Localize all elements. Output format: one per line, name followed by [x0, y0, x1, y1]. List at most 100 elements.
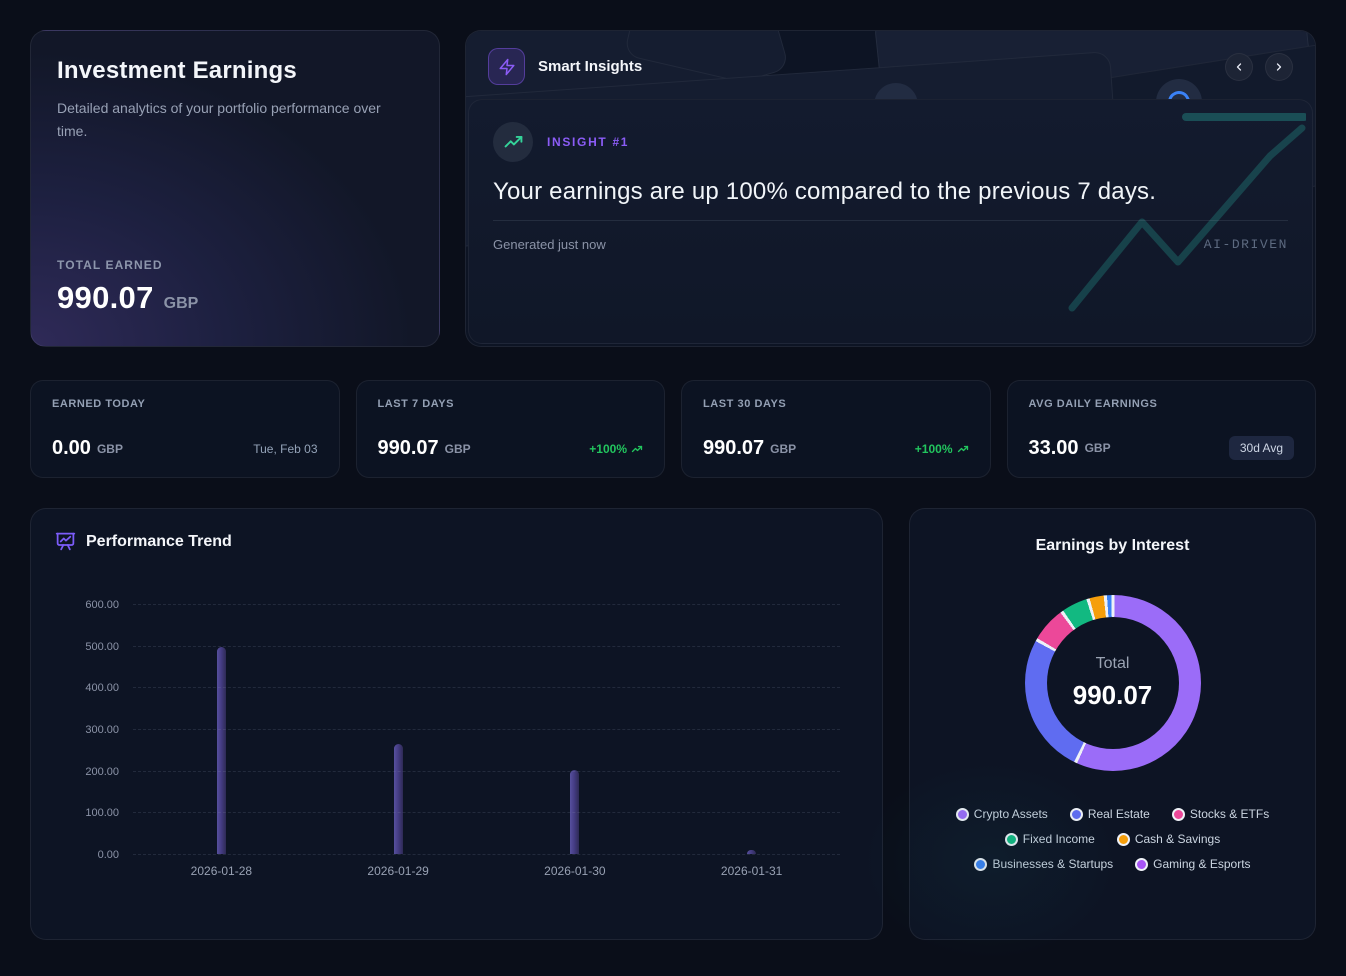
performance-trend-header: Performance Trend [55, 531, 858, 552]
top-row: Investment Earnings Detailed analytics o… [30, 30, 1316, 347]
legend-label: Fixed Income [1022, 832, 1095, 846]
stat-delta-positive: +100% [589, 442, 643, 456]
smart-insights-title: Smart Insights [538, 58, 643, 75]
x-axis-label: 2026-01-28 [190, 864, 253, 878]
insight-number-label: INSIGHT #1 [547, 135, 630, 149]
charts-row: Performance Trend 600.00 500.00 400.00 300.… [30, 508, 1316, 940]
legend-item[interactable]: Gaming & Esports [1135, 857, 1251, 871]
stat-currency: GBP [96, 441, 123, 456]
stat-badge-30d-avg: 30d Avg [1228, 436, 1294, 460]
legend-dot [1004, 832, 1018, 846]
page-subtitle: Detailed analytics of your portfolio per… [57, 100, 381, 140]
legend-label: Businesses & Startups [992, 857, 1114, 871]
legend-label: Gaming & Esports [1153, 857, 1251, 871]
stats-row: EARNED TODAY 0.00 GBP Tue, Feb 03 LAST 7… [30, 380, 1316, 478]
y-axis-tick: 0.00 [97, 849, 119, 861]
stat-label: EARNED TODAY [52, 398, 146, 410]
insight-generated-timestamp: Generated just now [493, 237, 606, 252]
stat-label: LAST 30 DAYS [703, 398, 787, 410]
x-axis-label: 2026-01-30 [544, 864, 606, 878]
stat-date: Tue, Feb 03 [253, 441, 318, 456]
lightning-bolt-icon [488, 48, 525, 85]
stat-card-earned-today: EARNED TODAY 0.00 GBP Tue, Feb 03 [30, 380, 340, 478]
insights-nav [1225, 52, 1293, 81]
performance-trend-card: Performance Trend 600.00 500.00 400.00 300.… [30, 508, 883, 940]
donut-chart: Total 990.07 [1024, 595, 1201, 771]
stat-value: 0.00 [52, 437, 91, 459]
donut-legend: Crypto Assets Real Estate Stocks & ETFs Fix… [947, 807, 1279, 871]
stat-value: 990.07 [377, 437, 439, 459]
performance-trend-title: Performance Trend [86, 532, 232, 550]
stat-card-last-30-days: LAST 30 DAYS 990.07 GBP +100% [681, 380, 991, 478]
legend-label: Real Estate [1087, 807, 1150, 821]
total-earned-currency: GBP [163, 295, 199, 312]
stat-delta-positive: +100% [915, 442, 969, 456]
donut-center-value: 990.07 [1072, 680, 1153, 710]
legend-item[interactable]: Businesses & Startups [974, 857, 1113, 871]
insights-prev-button[interactable] [1225, 52, 1253, 81]
chevron-right-icon [1276, 62, 1282, 71]
x-axis-label: 2026-01-31 [720, 864, 783, 878]
gridline: 600.00 [85, 599, 840, 611]
y-axis-tick: 200.00 [85, 765, 119, 778]
y-axis-tick: 300.00 [85, 724, 119, 736]
earnings-by-interest-card: Earnings by Interest Total 990.07 Crypto… [909, 508, 1316, 940]
stat-value: 990.07 [703, 437, 765, 459]
total-earned-block: TOTAL EARNED 990.07 GBP [57, 258, 413, 316]
insight-headline: Your earnings are up 100% compared to th… [493, 178, 1288, 221]
legend-dot [1135, 857, 1149, 871]
gridline: 200.00 [85, 766, 840, 778]
x-axis-label: 2026-01-29 [367, 864, 429, 878]
earnings-by-interest-title: Earnings by Interest [1035, 537, 1190, 554]
bar-2026-01-31[interactable] [747, 849, 757, 854]
legend-dot [1171, 807, 1185, 821]
legend-label: Crypto Assets [973, 807, 1048, 821]
stat-currency: GBP [1084, 441, 1111, 455]
bar-column [663, 604, 840, 854]
smart-insights-card: Smart Insights [465, 30, 1316, 347]
gridline: 100.00 [85, 807, 840, 819]
investment-earnings-card: Investment Earnings Detailed analytics o… [30, 30, 440, 347]
trending-up-icon [631, 445, 643, 452]
gridline: 300.00 [85, 724, 840, 736]
legend-item[interactable]: Fixed Income [1004, 832, 1095, 846]
bar-2026-01-29[interactable] [393, 744, 403, 854]
legend-dot [974, 857, 988, 871]
trending-up-icon [493, 122, 533, 162]
chevron-left-icon [1236, 62, 1242, 71]
y-axis-tick: 100.00 [85, 807, 119, 820]
legend-dot [955, 807, 969, 821]
stat-card-last-7-days: LAST 7 DAYS 990.07 GBP +100% [355, 380, 665, 478]
stat-currency: GBP [770, 441, 797, 456]
legend-item[interactable]: Cash & Savings [1116, 832, 1221, 846]
total-earned-label: TOTAL EARNED [57, 258, 163, 272]
bar-column [487, 604, 664, 854]
donut-center: Total 990.07 [1046, 617, 1179, 749]
trending-up-icon [957, 445, 968, 452]
stat-card-avg-daily-earnings: AVG DAILY EARNINGS 33.00 GBP 30d Avg [1006, 380, 1316, 478]
insights-next-button[interactable] [1265, 52, 1293, 81]
donut-center-label: Total [1095, 655, 1130, 672]
legend-dot [1069, 807, 1083, 821]
insight-card: INSIGHT #1 Your earnings are up 100% com… [468, 99, 1313, 344]
page-title: Investment Earnings [57, 57, 297, 84]
legend-dot [1116, 832, 1130, 846]
ai-driven-tag: AI-DRIVEN [1203, 237, 1288, 252]
stat-value: 33.00 [1028, 436, 1079, 459]
legend-item[interactable]: Stocks & ETFs [1171, 807, 1270, 821]
legend-item[interactable]: Real Estate [1069, 807, 1150, 821]
total-earned-value: 990.07 [57, 280, 154, 315]
y-axis-tick: 500.00 [85, 640, 119, 653]
bar-chart-bars [133, 604, 840, 854]
legend-label: Stocks & ETFs [1189, 807, 1270, 821]
legend-item[interactable]: Crypto Assets [955, 807, 1048, 821]
bar-chart-plot-area: 600.00 500.00 400.00 300.00 200.00 100.00 0.00 [85, 599, 840, 861]
stat-label: AVG DAILY EARNINGS [1028, 398, 1158, 410]
stat-currency: GBP [444, 441, 471, 456]
trend-line-graphic [1068, 113, 1306, 312]
bar-2026-01-30[interactable] [570, 769, 580, 854]
bar-2026-01-28[interactable] [216, 646, 226, 854]
legend-label: Cash & Savings [1134, 832, 1221, 846]
gridline: 0.00 [98, 849, 840, 861]
